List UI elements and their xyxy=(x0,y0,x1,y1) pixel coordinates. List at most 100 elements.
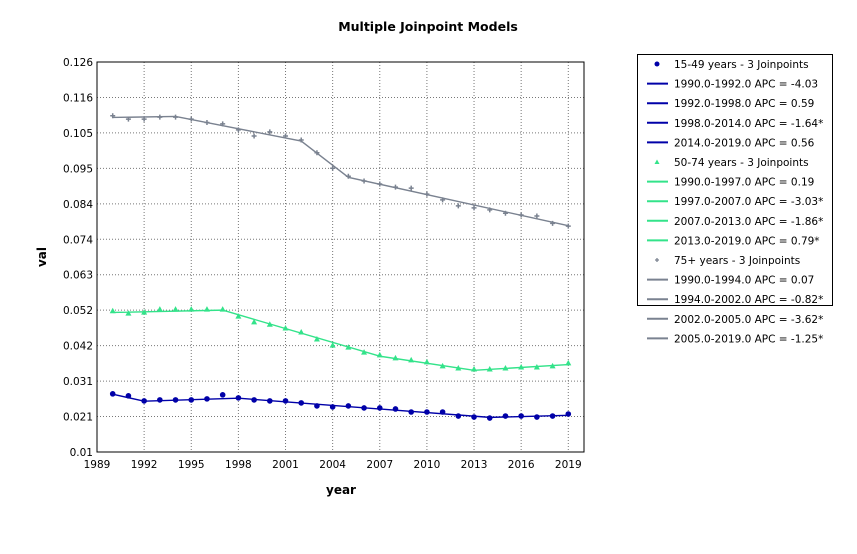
data-point xyxy=(455,413,462,419)
data-point xyxy=(486,415,493,421)
data-point xyxy=(313,336,320,342)
data-point xyxy=(157,397,163,403)
data-point xyxy=(471,365,478,372)
y-tick-label: 0.01 xyxy=(70,447,93,459)
y-tick-label: 0.021 xyxy=(63,412,93,424)
data-point xyxy=(345,173,351,179)
data-point xyxy=(172,397,179,403)
x-tick-label: 2010 xyxy=(414,459,441,471)
legend-segment-label: 2007.0-2013.0 APC = -1.86* xyxy=(674,216,823,228)
data-point xyxy=(534,213,540,219)
y-tick-label: 0.074 xyxy=(63,234,93,246)
x-tick-label: 1989 xyxy=(84,459,111,471)
data-point xyxy=(329,404,336,410)
data-point xyxy=(565,359,572,366)
data-point xyxy=(345,403,352,409)
data-point xyxy=(534,414,540,420)
data-point xyxy=(125,116,131,122)
chart-title: Multiple Joinpoint Models xyxy=(338,19,518,34)
y-tick-label: 0.105 xyxy=(63,128,93,140)
data-point xyxy=(188,306,195,312)
legend: 15-49 years - 3 Joinpoints 1990.0-1992.0 … xyxy=(637,54,833,345)
legend-segment-label: 2005.0-2019.0 APC = -1.25* xyxy=(674,333,823,345)
data-point xyxy=(141,398,147,404)
data-point xyxy=(361,178,367,184)
data-point xyxy=(392,406,399,412)
legend-series-label: 15-49 years - 3 Joinpoints xyxy=(674,59,809,71)
data-point xyxy=(157,114,163,120)
legend-series-label: 50-74 years - 3 Joinpoints xyxy=(674,157,809,169)
data-point xyxy=(204,396,210,402)
x-tick-label: 2004 xyxy=(319,459,346,471)
legend-segment-label: 1990.0-1994.0 APC = 0.07 xyxy=(674,275,814,287)
fit-line xyxy=(112,393,569,419)
data-point xyxy=(172,306,179,312)
data-point xyxy=(423,358,430,365)
data-point xyxy=(298,400,305,406)
data-point xyxy=(518,212,524,218)
data-point xyxy=(424,191,430,197)
data-point xyxy=(267,398,273,404)
data-point xyxy=(565,411,572,417)
data-point xyxy=(188,397,195,403)
y-tick-label: 0.063 xyxy=(63,270,93,282)
data-point xyxy=(109,391,116,397)
y-tick-label: 0.031 xyxy=(63,376,93,388)
legend-marker xyxy=(654,61,660,67)
x-tick-label: 2013 xyxy=(461,459,488,471)
data-point xyxy=(204,120,210,126)
data-point xyxy=(109,307,116,314)
data-point xyxy=(424,409,430,415)
data-point xyxy=(550,220,556,226)
data-point xyxy=(251,318,258,325)
data-point xyxy=(251,397,257,403)
fit-line xyxy=(112,309,569,372)
data-point xyxy=(282,398,289,404)
tick-labels: 0.01 0.021 0.031 0.042 0.052 0.063 0.074 0.084 0… xyxy=(63,57,582,471)
data-point xyxy=(361,405,367,411)
data-point xyxy=(440,197,446,203)
series-0 xyxy=(109,391,572,421)
data-point xyxy=(235,313,242,319)
data-point xyxy=(392,354,399,361)
x-tick-label: 2016 xyxy=(508,459,535,471)
data-point xyxy=(298,328,305,335)
x-tick-label: 1998 xyxy=(225,459,252,471)
data-point xyxy=(361,349,368,355)
data-point xyxy=(455,203,461,209)
data-point xyxy=(282,324,289,331)
y-tick-label: 0.042 xyxy=(63,341,93,353)
data-point xyxy=(219,392,226,398)
x-tick-label: 1992 xyxy=(131,459,158,471)
data-point xyxy=(565,223,571,229)
data-point xyxy=(518,363,525,370)
data-point xyxy=(439,409,446,415)
y-tick-label: 0.116 xyxy=(63,92,93,104)
data-point xyxy=(408,356,415,363)
data-point xyxy=(235,127,241,133)
x-tick-label: 2007 xyxy=(366,459,393,471)
data-point xyxy=(471,414,477,420)
grid xyxy=(97,62,584,452)
y-tick-label: 0.084 xyxy=(63,199,93,211)
legend-segment-label: 2013.0-2019.0 APC = 0.79* xyxy=(674,235,820,247)
legend-segment-label: 1997.0-2007.0 APC = -3.03* xyxy=(674,196,823,208)
data-point xyxy=(502,210,508,216)
data-point xyxy=(376,351,383,358)
legend-segment-label: 2002.0-2005.0 APC = -3.62* xyxy=(674,314,823,326)
data-point xyxy=(219,306,226,312)
data-point xyxy=(455,364,462,371)
legend-segment-label: 2014.0-2019.0 APC = 0.56 xyxy=(674,137,815,149)
data-point xyxy=(141,309,148,315)
data-point xyxy=(533,363,540,370)
y-tick-label: 0.095 xyxy=(63,163,93,175)
y-tick-label: 0.052 xyxy=(63,305,93,317)
data-point xyxy=(235,395,242,401)
legend-segment-label: 1994.0-2002.0 APC = -0.82* xyxy=(674,294,823,306)
y-tick-label: 0.126 xyxy=(63,57,93,69)
x-tick-label: 1995 xyxy=(178,459,205,471)
legend-segment-label: 1990.0-1992.0 APC = -4.03 xyxy=(674,79,818,91)
legend-series-label: 75+ years - 3 Joinpoints xyxy=(674,255,800,267)
